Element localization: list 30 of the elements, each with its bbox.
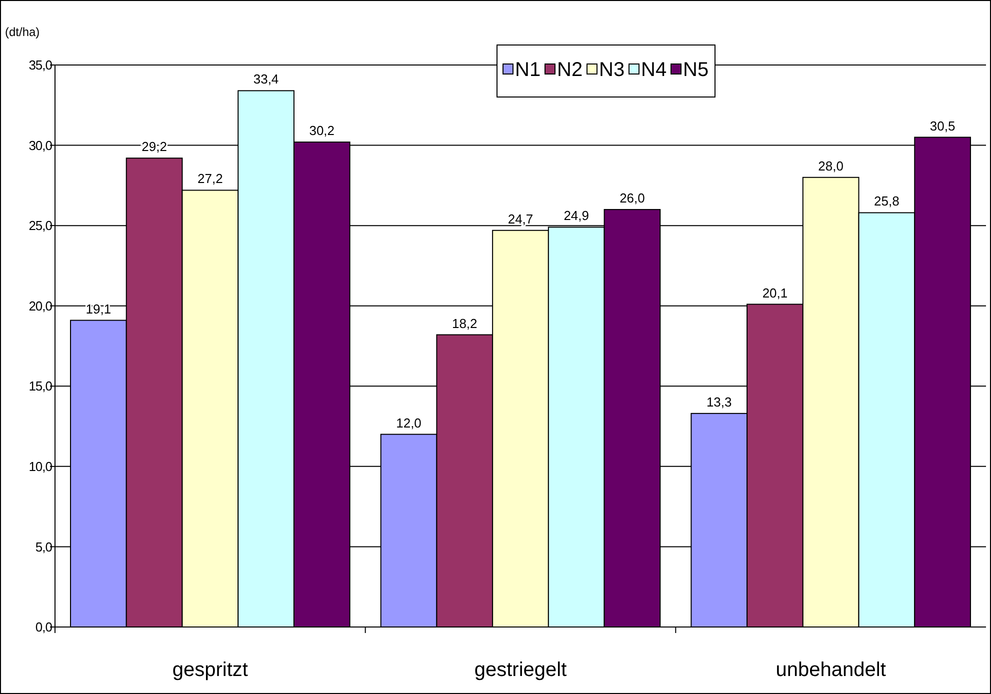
y-tick-label: 0,0 <box>35 620 52 635</box>
y-tick-label: 15,0 <box>28 378 52 394</box>
data-label: 20,1 <box>762 285 788 300</box>
data-label: 26,0 <box>620 190 645 206</box>
y-axis-title: (dt/ha) <box>5 25 40 39</box>
data-label: 25,8 <box>874 194 900 209</box>
data-label: 12,0 <box>396 415 422 430</box>
x-tick-label: unbehandelt <box>776 659 886 681</box>
data-label: 24,9 <box>564 208 590 224</box>
y-tick-label: 10,0 <box>28 458 52 474</box>
legend-label: N5 <box>683 59 709 81</box>
y-tick-label: 35,0 <box>28 58 52 73</box>
y-tick-label: 30,0 <box>28 138 52 153</box>
y-tick-label: 20,0 <box>28 298 52 314</box>
y-tick-label: 25,0 <box>28 218 52 234</box>
data-label: 28,0 <box>818 158 844 174</box>
data-label: 18,2 <box>452 316 478 331</box>
data-label: 27,2 <box>198 171 223 186</box>
legend-label: N3 <box>599 59 625 81</box>
legend-label: N2 <box>557 59 583 81</box>
legend-label: N4 <box>641 59 667 81</box>
data-label: 33,4 <box>253 72 279 87</box>
data-label: 30,2 <box>309 123 335 138</box>
legend-label: N1 <box>515 59 541 81</box>
data-label: 13,3 <box>706 394 732 410</box>
data-label: 24,7 <box>508 211 534 226</box>
data-label: 30,5 <box>930 118 956 134</box>
y-tick-label: 5,0 <box>35 539 52 554</box>
x-tick-label: gespritzt <box>172 659 248 681</box>
x-tick-label: gestriegelt <box>474 659 568 681</box>
